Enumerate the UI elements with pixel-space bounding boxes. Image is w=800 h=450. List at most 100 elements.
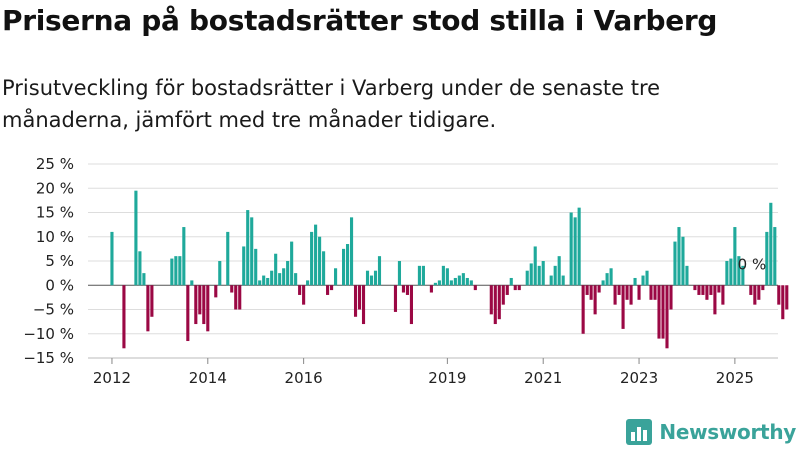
- bar-positive: [685, 265, 689, 286]
- bar-positive: [573, 217, 577, 286]
- bar-negative: [214, 285, 218, 298]
- bar-positive: [733, 227, 737, 286]
- bar-positive: [349, 217, 354, 286]
- bar-positive: [769, 202, 773, 286]
- bar-positive: [533, 246, 537, 286]
- bar-positive: [258, 280, 262, 286]
- bar-positive: [577, 207, 581, 286]
- x-tick-label: 2014: [189, 369, 227, 387]
- bar-positive: [525, 270, 529, 286]
- bar-negative: [234, 285, 238, 310]
- bar-negative: [493, 285, 497, 325]
- bar-positive: [310, 231, 314, 286]
- bar-negative: [198, 285, 202, 315]
- bar-negative: [194, 285, 198, 325]
- bar-negative: [353, 285, 358, 317]
- bar-negative: [757, 285, 761, 300]
- bar-positive: [421, 265, 425, 286]
- bar-positive: [465, 277, 469, 286]
- bar-positive: [433, 282, 437, 286]
- bar-positive: [110, 231, 114, 286]
- bar-positive: [529, 263, 533, 286]
- bar-negative: [713, 285, 717, 315]
- bar-positive: [242, 246, 246, 286]
- bar-positive: [445, 268, 449, 286]
- bar-positive: [609, 268, 613, 286]
- bar-negative: [705, 285, 709, 300]
- bar-negative: [302, 285, 306, 305]
- bar-negative: [701, 285, 705, 295]
- bar-positive: [725, 261, 729, 286]
- bar-negative: [473, 285, 477, 291]
- y-tick-label: −5 %: [33, 301, 74, 319]
- bar-negative: [501, 285, 505, 305]
- bar-positive: [246, 210, 250, 286]
- latest-value-annotation: 0 %: [738, 255, 767, 273]
- bar-positive: [345, 244, 350, 286]
- bar-positive: [537, 265, 541, 286]
- bar-positive: [278, 273, 282, 286]
- newsworthy-logo[interactable]: Newsworthy: [625, 418, 796, 446]
- bar-positive: [170, 258, 174, 286]
- y-tick-label: 15 %: [36, 204, 74, 222]
- bar-negative: [617, 285, 621, 295]
- bar-positive: [633, 277, 637, 286]
- bar-negative: [405, 285, 410, 295]
- bar-negative: [657, 285, 661, 339]
- bar-negative: [505, 285, 509, 295]
- bar-positive: [397, 261, 402, 286]
- y-tick-label: 10 %: [36, 228, 74, 246]
- bar-negative: [230, 285, 234, 293]
- bar-negative: [122, 285, 126, 349]
- bar-negative: [669, 285, 673, 310]
- bar-positive: [509, 277, 513, 286]
- bar-positive: [341, 248, 346, 286]
- bar-positive: [377, 256, 382, 286]
- bar-positive: [190, 280, 194, 286]
- bar-positive: [441, 265, 445, 286]
- bar-negative: [206, 285, 210, 332]
- bar-negative: [653, 285, 657, 300]
- chart-subtitle: Prisutveckling för bostadsrätter i Varbe…: [2, 76, 661, 132]
- bar-negative: [409, 285, 413, 325]
- bar-negative: [513, 285, 517, 291]
- bar-positive: [290, 241, 294, 286]
- bar-positive: [741, 265, 745, 286]
- y-tick-label: 5 %: [45, 252, 74, 270]
- x-tick-label: 2012: [93, 369, 131, 387]
- bar-positive: [561, 275, 565, 286]
- bar-negative: [238, 285, 242, 310]
- bar-positive: [541, 261, 545, 286]
- bar-negative: [429, 285, 433, 293]
- y-tick-label: 20 %: [36, 179, 74, 197]
- axis-layer: −15 % −10 % −5 % 0 % 5 % 10 % 15 % 20 % 25 % 2012…: [23, 155, 778, 387]
- bar-positive: [266, 277, 270, 286]
- bar-positive: [365, 270, 370, 286]
- bar-positive: [645, 270, 649, 286]
- bar-positive: [182, 227, 186, 286]
- bar-positive: [274, 253, 278, 286]
- bar-positive: [318, 236, 322, 286]
- bar-positive: [134, 190, 138, 286]
- bar-negative: [517, 285, 521, 291]
- bar-positive: [765, 231, 769, 286]
- bar-negative: [393, 285, 398, 312]
- bar-negative: [621, 285, 625, 329]
- bar-positive: [641, 275, 645, 286]
- bar-negative: [497, 285, 501, 320]
- bar-positive: [437, 280, 441, 286]
- bar-negative: [777, 285, 781, 305]
- bar-negative: [785, 285, 789, 310]
- y-tick-label: 25 %: [36, 155, 74, 173]
- bar-negative: [721, 285, 725, 305]
- bar-positive: [142, 273, 146, 286]
- bar-positive: [322, 251, 326, 286]
- bar-negative: [665, 285, 669, 349]
- bar-negative: [753, 285, 757, 305]
- bar-negative: [202, 285, 206, 325]
- bar-negative: [629, 285, 633, 305]
- y-tick-label: −10 %: [23, 325, 74, 343]
- bar-positive: [449, 280, 453, 286]
- bar-positive: [677, 227, 681, 286]
- bar-negative: [585, 285, 589, 295]
